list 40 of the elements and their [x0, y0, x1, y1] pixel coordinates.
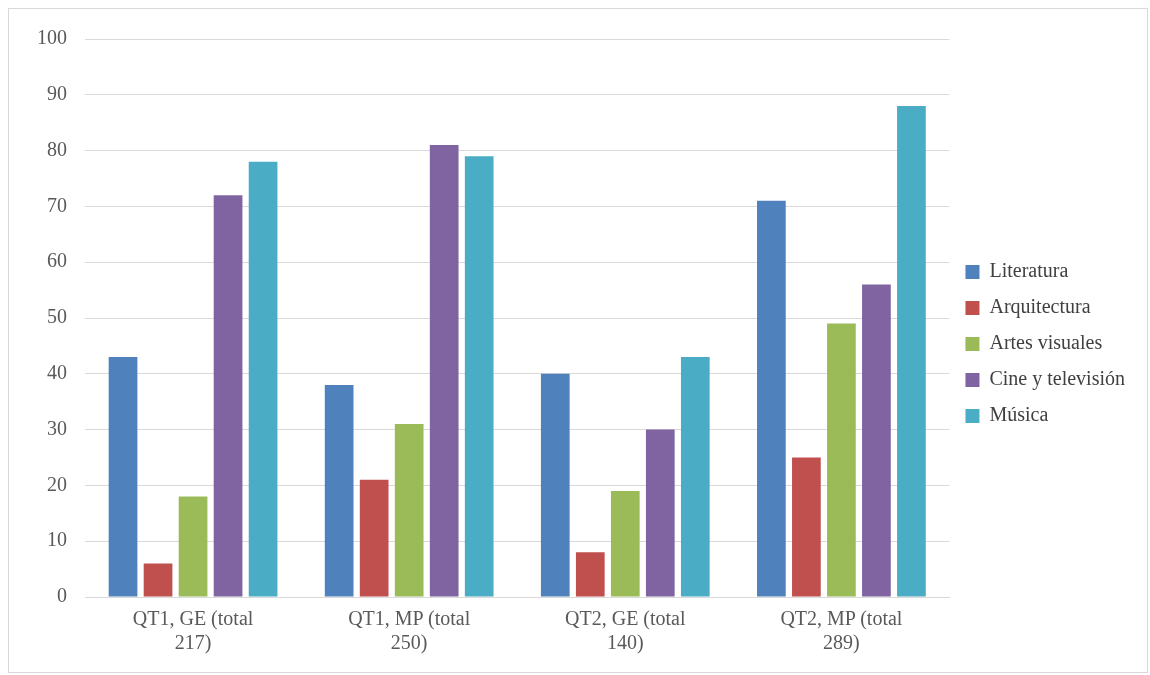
- bar: [324, 384, 354, 597]
- bar: [610, 490, 640, 597]
- bar: [143, 563, 173, 597]
- y-tick-label: 60: [47, 249, 67, 272]
- y-tick-label: 0: [57, 584, 67, 607]
- y-tick-label: 20: [47, 472, 67, 495]
- bar: [575, 552, 605, 597]
- bar: [792, 457, 821, 597]
- bar: [429, 145, 459, 597]
- legend-label: Cine y televisión: [989, 367, 1126, 391]
- legend-label: Arquitectura: [989, 295, 1091, 319]
- bar: [862, 284, 891, 597]
- legend-label: Artes visuales: [989, 331, 1103, 354]
- y-tick-label: 100: [37, 26, 67, 49]
- y-tick-label: 80: [47, 137, 67, 160]
- bar: [464, 156, 494, 597]
- bar: [394, 424, 424, 597]
- bar: [359, 479, 389, 597]
- x-tick-label: QT2, MP (total 289): [780, 607, 903, 655]
- x-tick-label: QT1, MP (total 250): [348, 607, 471, 655]
- y-tick-label: 10: [47, 528, 67, 551]
- bar: [757, 200, 786, 597]
- bar: [827, 323, 856, 597]
- legend-label: Música: [989, 403, 1049, 426]
- bar: [213, 195, 243, 597]
- bar: [248, 161, 278, 597]
- y-tick-label: 50: [47, 305, 67, 328]
- x-tick-label: QT2, GE (total 140): [565, 607, 686, 655]
- y-tick-label: 40: [47, 361, 67, 384]
- bar: [540, 373, 570, 597]
- bar: [178, 496, 208, 597]
- legend-label: Literatura: [989, 259, 1069, 282]
- bar: [645, 429, 675, 597]
- y-tick-label: 70: [47, 193, 67, 216]
- bar: [108, 357, 138, 597]
- bar: [680, 357, 710, 597]
- bar: [897, 105, 926, 597]
- y-tick-label: 30: [47, 416, 67, 439]
- y-tick-label: 90: [47, 82, 67, 105]
- x-tick-label: QT1, GE (total 217): [132, 607, 254, 655]
